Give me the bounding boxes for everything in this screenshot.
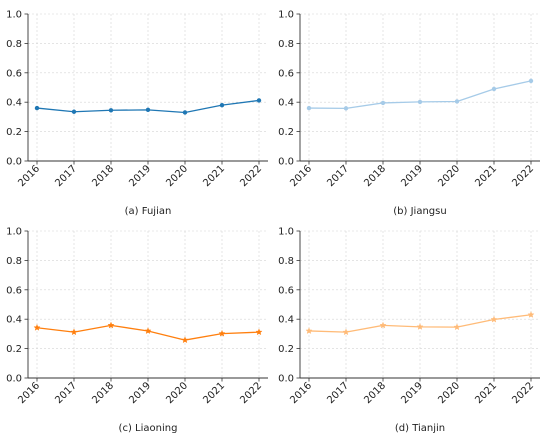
y-tick-label: 1.0 (6, 10, 22, 21)
data-point (379, 321, 387, 329)
x-tick-label: 2018 (90, 163, 116, 189)
data-point (454, 99, 460, 104)
x-tick-label: 2021 (473, 163, 499, 189)
y-tick-label: 1.0 (278, 227, 294, 238)
data-point (306, 105, 312, 111)
y-tick-label: 0.2 (278, 127, 294, 138)
data-point (416, 323, 424, 330)
data-point (70, 328, 78, 336)
data-point (417, 99, 423, 105)
data-point (342, 328, 350, 336)
x-tick-label: 2022 (510, 163, 536, 189)
x-tick-label: 2021 (201, 163, 227, 189)
x-tick-label: 2021 (201, 380, 227, 406)
data-point (219, 102, 225, 108)
data-point (107, 321, 115, 329)
x-tick-label: 2020 (164, 163, 190, 189)
x-tick-label: 2019 (127, 380, 153, 406)
data-point (491, 86, 497, 92)
data-point (71, 109, 77, 114)
y-tick-label: 0.0 (6, 374, 22, 385)
y-tick-label: 0.8 (6, 39, 22, 50)
y-tick-label: 0.4 (278, 98, 294, 109)
data-point (490, 315, 498, 323)
x-tick-label: 2017 (325, 380, 351, 406)
data-point (33, 323, 41, 331)
data-point (218, 329, 226, 337)
y-tick-label: 0.4 (6, 98, 22, 109)
data-point (528, 78, 534, 84)
x-tick-label: 2017 (325, 163, 351, 189)
data-point (453, 323, 461, 331)
x-tick-label: 2021 (473, 380, 499, 406)
data-point (255, 328, 263, 336)
data-point (380, 100, 386, 106)
x-tick-label: 2017 (53, 380, 79, 406)
x-tick-label: 2017 (53, 163, 79, 189)
y-tick-label: 0.0 (6, 157, 22, 168)
chart-caption: (c) Liaoning (119, 423, 178, 434)
y-tick-label: 0.6 (6, 68, 22, 79)
chart-caption: (a) Fujian (125, 206, 172, 217)
data-point (108, 108, 114, 113)
y-tick-label: 0.6 (278, 285, 294, 296)
y-tick-label: 0.0 (278, 374, 294, 385)
x-tick-label: 2020 (164, 380, 190, 406)
x-tick-label: 2019 (399, 163, 425, 189)
data-point (256, 98, 262, 103)
y-tick-label: 0.6 (278, 68, 294, 79)
data-point (527, 311, 535, 318)
x-tick-label: 2018 (362, 380, 388, 406)
y-tick-label: 1.0 (6, 227, 22, 238)
x-tick-label: 2018 (90, 380, 116, 406)
x-tick-label: 2019 (399, 380, 425, 406)
x-tick-label: 2020 (436, 380, 462, 406)
x-tick-label: 2018 (362, 163, 388, 189)
data-point (144, 327, 152, 334)
x-tick-label: 2022 (238, 380, 264, 406)
y-tick-label: 0.2 (278, 344, 294, 355)
y-tick-label: 0.0 (278, 157, 294, 168)
y-tick-label: 1.0 (278, 10, 294, 21)
chart-caption: (d) Tianjin (395, 423, 445, 434)
y-tick-label: 0.6 (6, 285, 22, 296)
x-tick-label: 2019 (127, 163, 153, 189)
y-tick-label: 0.4 (278, 315, 294, 326)
data-point (343, 106, 349, 111)
data-point (182, 110, 188, 115)
x-tick-label: 2020 (436, 163, 462, 189)
data-point (305, 327, 313, 334)
y-tick-label: 0.4 (6, 315, 22, 326)
y-tick-label: 0.8 (278, 39, 294, 50)
y-tick-label: 0.8 (278, 256, 294, 267)
data-point (34, 105, 40, 111)
data-point (181, 336, 189, 344)
data-point (145, 107, 151, 113)
x-tick-label: 2022 (238, 163, 264, 189)
y-tick-label: 0.2 (6, 344, 22, 355)
chart-caption: (b) Jiangsu (393, 206, 446, 217)
y-tick-label: 0.8 (6, 256, 22, 267)
x-tick-label: 2022 (510, 380, 536, 406)
y-tick-label: 0.2 (6, 127, 22, 138)
